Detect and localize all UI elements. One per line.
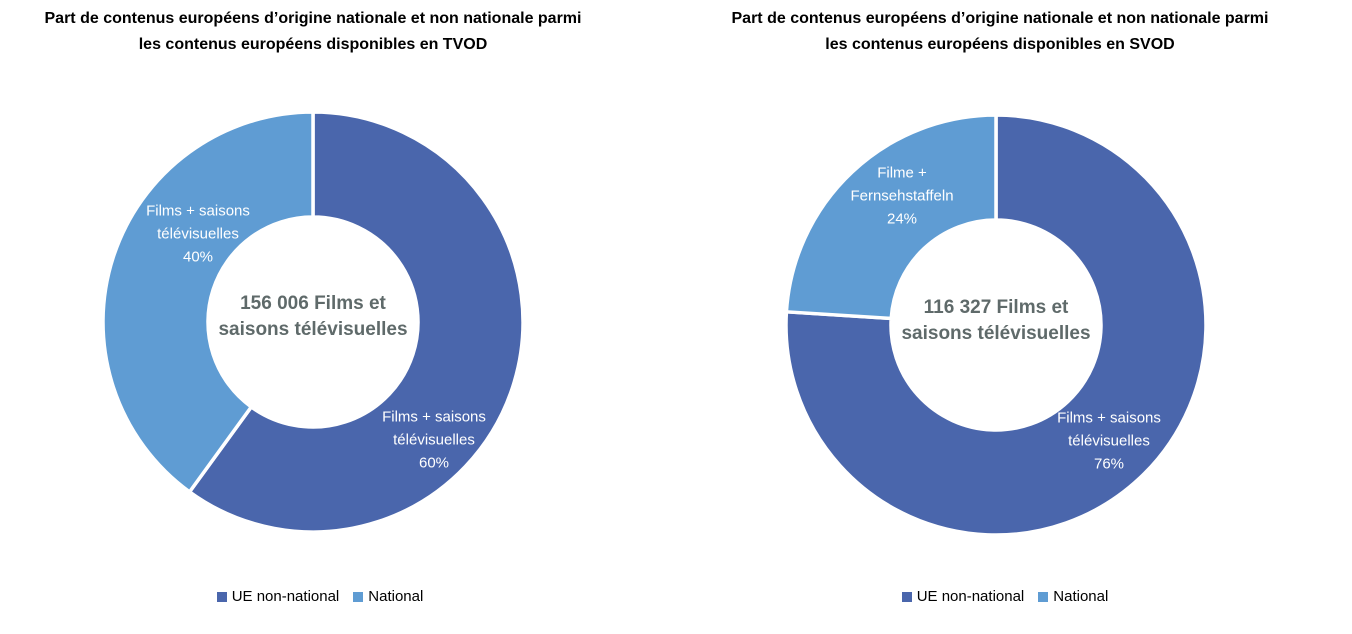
donut-slice-ue-non-national bbox=[784, 113, 1208, 537]
legend-item-ue-non-national: UE non-national bbox=[216, 586, 340, 608]
svod-donut-svg bbox=[784, 113, 1208, 537]
svod-donut-chart: Filme + Fernsehstaffeln 24% Films + sais… bbox=[776, 105, 1216, 545]
tvod-national-slice-label: Films + saisons télévisuelles 40% bbox=[146, 200, 250, 269]
svod-title-line-1: Part de contenus européens d’origine nat… bbox=[731, 10, 1269, 27]
slice-label-percent: 76% bbox=[1093, 455, 1125, 473]
donut-slice-national bbox=[784, 113, 998, 321]
tvod-title-line-2: les contenus européens disponibles en TV… bbox=[138, 36, 488, 53]
slice-label-line: télévisuelles bbox=[157, 225, 239, 243]
ue-non-national-swatch-icon bbox=[901, 592, 912, 602]
legend-label: UE non-national bbox=[916, 588, 1025, 605]
center-total-line: 116 327 Films et bbox=[923, 297, 1069, 318]
tvod-chart-title: Part de contenus européens d’origine nat… bbox=[0, 6, 626, 58]
svod-national-slice-label: Filme + Fernsehstaffeln 24% bbox=[850, 162, 953, 231]
tvod-chart-panel: Part de contenus européens d’origine nat… bbox=[0, 6, 640, 608]
center-total-line: 156 006 Films et bbox=[240, 293, 386, 314]
slice-label-line: Films + saisons bbox=[146, 202, 250, 220]
national-swatch-icon bbox=[353, 592, 364, 602]
legend-label: UE non-national bbox=[231, 588, 340, 605]
tvod-donut-svg bbox=[101, 110, 525, 534]
slice-label-line: télévisuelles bbox=[393, 431, 475, 449]
legend-label: National bbox=[1053, 588, 1109, 605]
national-swatch-icon bbox=[1038, 592, 1049, 602]
slice-label-line: Filme + bbox=[877, 164, 927, 182]
legend-item-national: National bbox=[1038, 586, 1108, 608]
slice-label-line: Fernsehstaffeln bbox=[850, 187, 954, 205]
slice-label-line: Films + saisons bbox=[382, 408, 486, 426]
slice-label-line: Films + saisons bbox=[1057, 409, 1161, 427]
slice-label-percent: 24% bbox=[886, 210, 918, 228]
tvod-donut-chart: Films + saisons télévisuelles 40% Films … bbox=[93, 102, 533, 542]
tvod-ue-non-national-slice-label: Films + saisons télévisuelles 60% bbox=[382, 406, 486, 475]
svod-legend: UE non-national National bbox=[676, 586, 1334, 608]
legend-item-ue-non-national: UE non-national bbox=[901, 586, 1025, 608]
svod-chart-title: Part de contenus européens d’origine nat… bbox=[686, 6, 1314, 58]
ue-non-national-swatch-icon bbox=[216, 592, 227, 602]
legend-label: National bbox=[368, 588, 424, 605]
tvod-legend: UE non-national National bbox=[0, 586, 640, 608]
svod-chart-panel: Part de contenus européens d’origine nat… bbox=[676, 0, 1352, 634]
tvod-center-total-label: 156 006 Films et saisons télévisuelles bbox=[218, 291, 407, 343]
slice-label-percent: 60% bbox=[418, 454, 450, 472]
center-total-line: saisons télévisuelles bbox=[218, 319, 408, 340]
svod-title-line-2: les contenus européens disponibles en SV… bbox=[825, 36, 1175, 53]
tvod-title-line-1: Part de contenus européens d’origine nat… bbox=[44, 10, 582, 27]
legend-item-national: National bbox=[353, 586, 423, 608]
slice-label-line: télévisuelles bbox=[1068, 432, 1150, 450]
donut-slice-ue-non-national bbox=[187, 110, 525, 534]
center-total-line: saisons télévisuelles bbox=[901, 323, 1091, 344]
donut-slice-national bbox=[101, 110, 315, 494]
svod-ue-non-national-slice-label: Films + saisons télévisuelles 76% bbox=[1057, 407, 1161, 476]
slice-label-percent: 40% bbox=[182, 248, 214, 266]
svod-center-total-label: 116 327 Films et saisons télévisuelles bbox=[901, 295, 1090, 347]
